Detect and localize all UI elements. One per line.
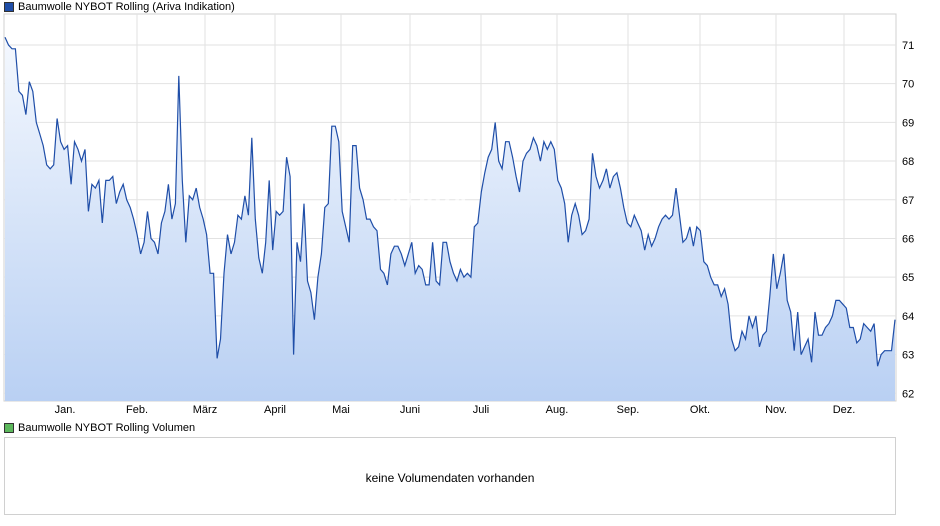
y-tick-label: 67	[902, 195, 914, 207]
legend-price-swatch	[4, 2, 14, 12]
x-tick-label: Okt.	[690, 404, 710, 416]
y-tick-label: 65	[902, 272, 914, 284]
x-tick-label: Juli	[473, 404, 490, 416]
y-tick-label: 69	[902, 117, 914, 129]
x-tick-label: Juni	[400, 404, 420, 416]
x-tick-label: Feb.	[126, 404, 148, 416]
price-area	[5, 37, 895, 401]
legend-price-label: Baumwolle NYBOT Rolling (Ariva Indikatio…	[18, 1, 235, 13]
x-tick-label: März	[193, 404, 217, 416]
y-tick-label: 62	[902, 388, 914, 400]
price-line	[4, 36, 896, 367]
x-axis: Jan. Feb. März April Mai Juni Juli Aug. Sep. Okt.…	[55, 404, 856, 416]
y-tick-label: 63	[902, 350, 914, 362]
x-tick-label: April	[264, 404, 286, 416]
y-tick-label: 66	[902, 233, 914, 245]
legend-volume-swatch	[4, 423, 14, 433]
y-axis: 62 63 64 65 66 67 68 69 70 71	[902, 40, 914, 400]
x-tick-label: Dez.	[833, 404, 856, 416]
y-tick-label: 64	[902, 311, 914, 323]
legend-price: Baumwolle NYBOT Rolling (Ariva Indikatio…	[4, 0, 235, 14]
x-tick-label: Aug.	[546, 404, 569, 416]
x-tick-label: Nov.	[765, 404, 787, 416]
y-tick-label: 70	[902, 79, 914, 91]
y-tick-label: 68	[902, 156, 914, 168]
legend-volume: Baumwolle NYBOT Rolling Volumen	[4, 421, 195, 435]
legend-volume-label: Baumwolle NYBOT Rolling Volumen	[18, 422, 196, 434]
x-tick-label: Jan.	[55, 404, 76, 416]
x-tick-label: Sep.	[617, 404, 640, 416]
y-tick-label: 71	[902, 40, 914, 52]
x-tick-label: Mai	[332, 404, 350, 416]
volume-empty-message: keine Volumendaten vorhanden	[365, 471, 535, 485]
volume-panel: keine Volumendaten vorhanden	[4, 437, 896, 515]
